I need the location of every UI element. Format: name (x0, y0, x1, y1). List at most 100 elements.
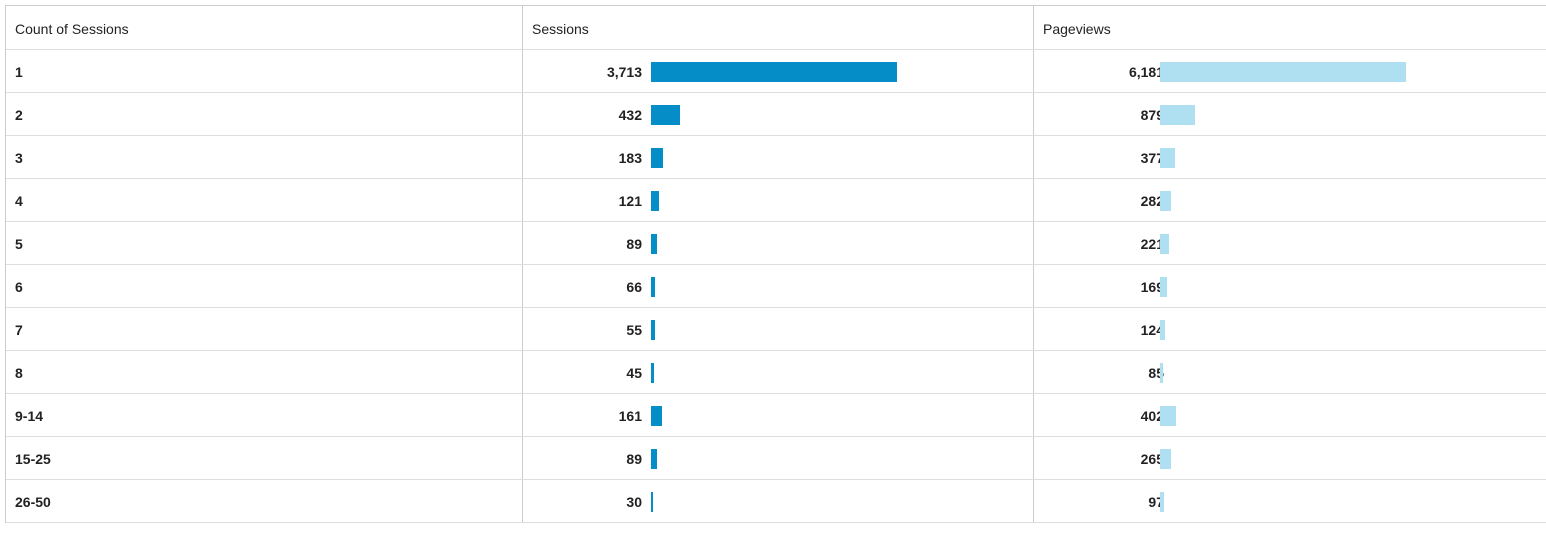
sessions-value: 121 (618, 193, 642, 209)
pageviews-bar (1160, 148, 1175, 168)
pageviews-value: 879 (1140, 107, 1164, 123)
sessions-bar (651, 406, 662, 426)
header-label: Sessions (532, 21, 589, 37)
table-row: 3 183 377 (6, 136, 1546, 179)
header-sessions[interactable]: Sessions (523, 6, 1034, 49)
sessions-value: 89 (626, 236, 642, 252)
sessions-bar (651, 148, 663, 168)
sessions-cell: 183 (523, 136, 1034, 178)
count-cell: 6 (6, 265, 523, 307)
pageviews-value: 6,181 (1128, 64, 1164, 80)
sessions-cell: 121 (523, 179, 1034, 221)
pageviews-cell: 97 (1034, 480, 1546, 522)
sessions-value: 66 (626, 279, 642, 295)
pageviews-value: 124 (1140, 322, 1164, 338)
sessions-bar (651, 105, 680, 125)
count-cell: 2 (6, 93, 523, 135)
count-of-sessions-label: 1 (15, 64, 23, 80)
pageviews-cell: 6,181 (1034, 50, 1546, 92)
sessions-cell: 45 (523, 351, 1034, 393)
count-cell: 7 (6, 308, 523, 350)
count-cell: 3 (6, 136, 523, 178)
data-table: Count of Sessions Sessions Pageviews 1 3,… (5, 5, 1546, 523)
table-row: 5 89 221 (6, 222, 1546, 265)
pageviews-cell: 169 (1034, 265, 1546, 307)
sessions-value: 161 (618, 408, 642, 424)
pageviews-bar (1160, 406, 1176, 426)
header-count-of-sessions[interactable]: Count of Sessions (6, 6, 523, 49)
pageviews-cell: 402 (1034, 394, 1546, 436)
sessions-bar (651, 62, 897, 82)
sessions-cell: 3,713 (523, 50, 1034, 92)
sessions-bar (651, 449, 657, 469)
table-row: 9-14 161 402 (6, 394, 1546, 437)
pageviews-bar (1160, 492, 1164, 512)
sessions-cell: 66 (523, 265, 1034, 307)
sessions-bar (651, 191, 659, 211)
sessions-bar (651, 363, 654, 383)
table-row: 4 121 282 (6, 179, 1546, 222)
count-of-sessions-label: 4 (15, 193, 23, 209)
count-cell: 9-14 (6, 394, 523, 436)
pageviews-value: 169 (1140, 279, 1164, 295)
sessions-cell: 89 (523, 222, 1034, 264)
pageviews-value: 402 (1140, 408, 1164, 424)
pageviews-bar (1160, 105, 1195, 125)
sessions-value: 432 (618, 107, 642, 123)
header-label: Pageviews (1043, 21, 1111, 37)
pageviews-cell: 265 (1034, 437, 1546, 479)
count-cell: 15-25 (6, 437, 523, 479)
pageviews-value: 221 (1140, 236, 1164, 252)
count-of-sessions-label: 9-14 (15, 408, 44, 424)
sessions-value: 89 (626, 451, 642, 467)
count-of-sessions-label: 26-50 (15, 494, 51, 510)
count-of-sessions-label: 6 (15, 279, 23, 295)
table-row: 2 432 879 (6, 93, 1546, 136)
table-body: 1 3,713 6,181 2 432 879 3 183 377 4 121 282 5 89 221 6 6… (6, 50, 1546, 523)
table-row: 15-25 89 265 (6, 437, 1546, 480)
count-cell: 26-50 (6, 480, 523, 522)
count-of-sessions-label: 5 (15, 236, 23, 252)
pageviews-cell: 221 (1034, 222, 1546, 264)
pageviews-bar (1160, 277, 1167, 297)
sessions-cell: 89 (523, 437, 1034, 479)
sessions-value: 55 (626, 322, 642, 338)
count-of-sessions-label: 15-25 (15, 451, 51, 467)
sessions-bar (651, 234, 657, 254)
sessions-cell: 432 (523, 93, 1034, 135)
sessions-bar (651, 277, 655, 297)
pageviews-bar (1160, 363, 1163, 383)
table-row: 6 66 169 (6, 265, 1546, 308)
pageviews-value: 282 (1140, 193, 1164, 209)
pageviews-cell: 377 (1034, 136, 1546, 178)
pageviews-bar (1160, 62, 1406, 82)
sessions-value: 183 (618, 150, 642, 166)
count-of-sessions-label: 8 (15, 365, 23, 381)
pageviews-bar (1160, 191, 1171, 211)
pageviews-cell: 85 (1034, 351, 1546, 393)
sessions-bar (651, 320, 655, 340)
sessions-cell: 161 (523, 394, 1034, 436)
pageviews-value: 265 (1140, 451, 1164, 467)
count-of-sessions-label: 3 (15, 150, 23, 166)
sessions-value: 30 (626, 494, 642, 510)
sessions-cell: 30 (523, 480, 1034, 522)
header-pageviews[interactable]: Pageviews (1034, 6, 1546, 49)
pageviews-bar (1160, 320, 1165, 340)
sessions-cell: 55 (523, 308, 1034, 350)
count-cell: 8 (6, 351, 523, 393)
pageviews-cell: 282 (1034, 179, 1546, 221)
header-label: Count of Sessions (15, 21, 129, 37)
table-row: 8 45 85 (6, 351, 1546, 394)
count-of-sessions-label: 7 (15, 322, 23, 338)
count-cell: 1 (6, 50, 523, 92)
pageviews-value: 85 (1148, 365, 1164, 381)
count-cell: 4 (6, 179, 523, 221)
sessions-bar (651, 492, 653, 512)
pageviews-bar (1160, 449, 1171, 469)
count-of-sessions-label: 2 (15, 107, 23, 123)
sessions-value: 45 (626, 365, 642, 381)
table-row: 7 55 124 (6, 308, 1546, 351)
table-header-row: Count of Sessions Sessions Pageviews (6, 6, 1546, 50)
table-row: 1 3,713 6,181 (6, 50, 1546, 93)
